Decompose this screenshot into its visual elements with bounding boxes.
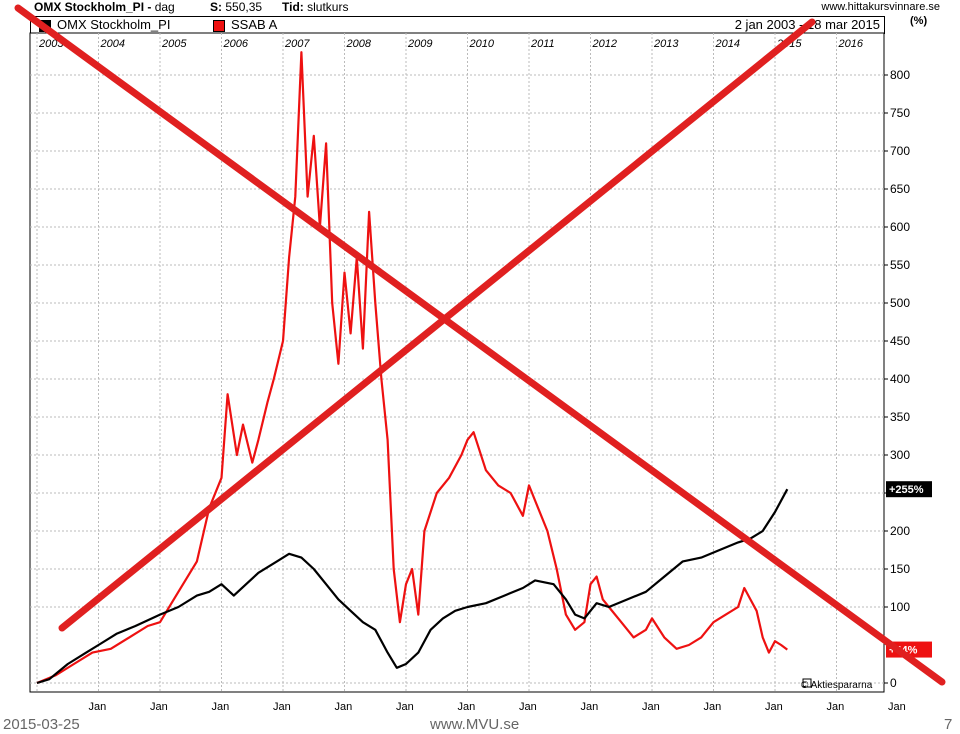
header-title: OMX Stockholm_PI <box>34 0 145 14</box>
y-tick-label: 200 <box>890 524 910 538</box>
cross-line-down <box>14 4 946 686</box>
y-tick-label: 350 <box>890 410 910 424</box>
x-year-label: 2011 <box>530 38 555 50</box>
header-period: dag <box>154 0 175 14</box>
x-month-label: Jan <box>212 701 230 713</box>
x-month-label: Jan <box>704 701 722 713</box>
y-tick-label: 600 <box>890 220 910 234</box>
legend-item-ssab: SSAB A <box>207 17 277 33</box>
y-tick-label: 750 <box>890 106 910 120</box>
plot-frame <box>29 32 885 693</box>
y-tick-label: 0 <box>890 676 897 690</box>
x-month-label: Jan <box>888 701 906 713</box>
x-month-label: Jan <box>458 701 476 713</box>
x-month-label: Jan <box>581 701 599 713</box>
series-line-omx <box>36 488 789 685</box>
x-month-label: Jan <box>827 701 845 713</box>
y-tick-label: 700 <box>890 144 910 158</box>
cross-line-up <box>58 18 816 632</box>
header-title-period: OMX Stockholm_PI - dag <box>34 0 175 14</box>
y-tick-label: 400 <box>890 372 910 386</box>
x-year-label: 2016 <box>838 38 864 50</box>
x-month-label: Jan <box>150 701 168 713</box>
y-tick-label: 450 <box>890 334 910 348</box>
x-year-label: 2009 <box>407 38 432 50</box>
header-s: S: 550,35 <box>210 0 262 14</box>
x-month-label: Jan <box>273 701 291 713</box>
x-month-label: Jan <box>642 701 660 713</box>
header-tid: Tid: slutkurs <box>282 0 348 14</box>
x-year-label: 2006 <box>223 38 249 50</box>
y-tick-label: 550 <box>890 258 910 272</box>
unit-label: (%) <box>910 15 928 27</box>
x-year-label: 2008 <box>346 38 372 50</box>
x-month-label: Jan <box>335 701 353 713</box>
watermark-text: © Aktiespararna <box>801 680 873 691</box>
x-month-label: Jan <box>89 701 107 713</box>
y-tick-label: 100 <box>890 600 910 614</box>
header-s-value: 550,35 <box>225 0 263 14</box>
y-tick-label: 150 <box>890 562 910 576</box>
watermark-icon <box>802 678 812 688</box>
chart-header: OMX Stockholm_PI - dag S: 550,35 Tid: sl… <box>0 0 960 14</box>
legend-swatch-ssab <box>213 19 225 32</box>
x-year-label: 2004 <box>100 38 125 50</box>
header-s-label: S: <box>210 0 222 14</box>
x-year-label: 2013 <box>653 38 679 50</box>
y-tick-label: 650 <box>890 182 910 196</box>
footer-page: 7 <box>944 716 953 733</box>
series-line-ssab <box>36 51 788 685</box>
legend-label-ssab: SSAB A <box>231 17 278 32</box>
x-year-label: 2007 <box>284 38 310 50</box>
header-tid-label: Tid: <box>282 0 304 14</box>
x-month-label: Jan <box>396 701 414 713</box>
x-year-label: 2012 <box>592 38 617 50</box>
footer-site: www.MVU.se <box>430 716 520 733</box>
x-year-label: 2005 <box>161 38 187 50</box>
footer-date: 2015-03-25 <box>3 716 80 733</box>
x-year-label: 2014 <box>715 38 740 50</box>
y-tick-label: 500 <box>890 296 910 310</box>
y-tick-label: 300 <box>890 448 910 462</box>
header-site: www.hittakursvinnare.se <box>821 1 940 13</box>
end-label-omx: +255% <box>889 484 924 496</box>
x-month-label: Jan <box>765 701 783 713</box>
x-year-label: 2010 <box>469 38 495 50</box>
x-month-label: Jan <box>519 701 537 713</box>
end-label-omx-bg <box>886 481 932 498</box>
y-tick-label: 800 <box>890 68 910 82</box>
legend-label-omx: OMX Stockholm_PI <box>57 17 171 32</box>
header-tid-value: slutkurs <box>307 0 349 14</box>
